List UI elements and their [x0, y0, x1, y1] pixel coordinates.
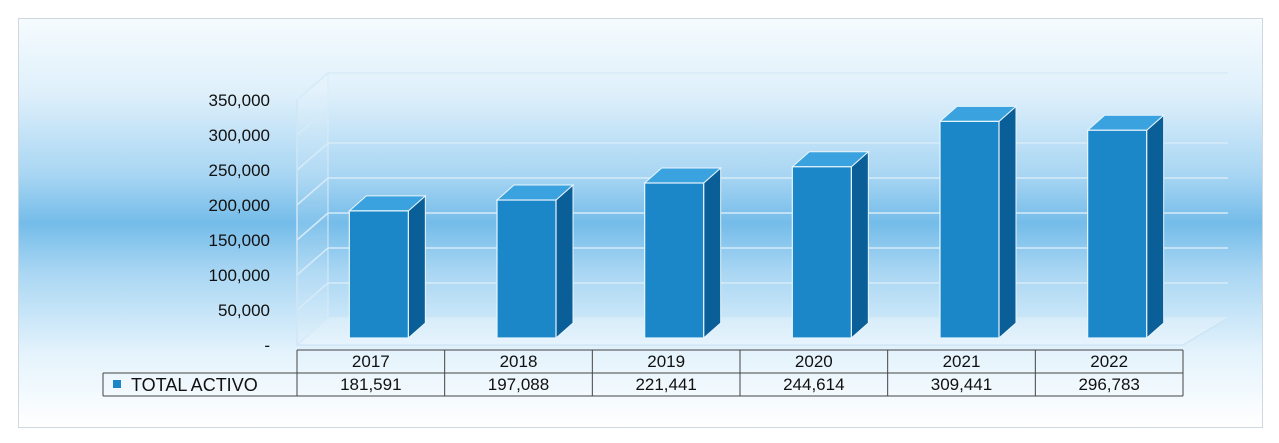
bar-side — [1146, 114, 1165, 340]
gridline-side — [296, 317, 329, 346]
bars — [348, 105, 1165, 340]
y-tick-label: - — [264, 336, 270, 355]
data-label: 221,441 — [635, 375, 696, 394]
gridline-side — [296, 72, 329, 101]
y-tick-label: 250,000 — [209, 161, 270, 180]
bar-front — [496, 199, 557, 339]
bar-2019 — [643, 166, 722, 340]
bar-side — [998, 105, 1017, 340]
category-label: 2021 — [943, 352, 981, 371]
y-axis-ticks: - 50,000 100,000 150,000 200,000 250,000 300,0… — [209, 91, 270, 355]
y-tick-label: 300,000 — [209, 126, 270, 145]
bar-front — [939, 120, 1000, 339]
gridline-side — [296, 142, 329, 171]
bar-front — [1087, 129, 1148, 339]
data-label: 309,441 — [931, 375, 992, 394]
bar-2017 — [348, 194, 427, 340]
y-tick-label: 100,000 — [209, 266, 270, 285]
data-table: 2017 181,591 2018 197,088 2019 221,441 2020 244… — [102, 349, 1184, 397]
chart-frame — [18, 18, 1263, 428]
bar-side — [407, 194, 426, 340]
bar-side — [850, 150, 869, 340]
data-label: 296,783 — [1078, 375, 1139, 394]
bar-2022 — [1086, 114, 1165, 340]
bar-2020 — [791, 150, 870, 340]
legend-label: TOTAL ACTIVO — [131, 375, 258, 395]
y-tick-label: 200,000 — [209, 196, 270, 215]
category-label: 2017 — [352, 352, 390, 371]
bar-2018 — [495, 183, 575, 340]
legend-marker — [113, 380, 121, 388]
y-tick-label: 150,000 — [209, 231, 270, 250]
y-tick-label: 350,000 — [209, 91, 270, 110]
data-label: 181,591 — [340, 375, 401, 394]
data-label: 244,614 — [783, 375, 844, 394]
gridline-side — [296, 247, 329, 276]
side-wall — [296, 71, 329, 347]
bar-front — [644, 182, 705, 339]
category-label: 2019 — [647, 352, 685, 371]
bar-side — [703, 166, 722, 340]
category-label: 2022 — [1090, 352, 1128, 371]
gridline-side — [296, 282, 329, 311]
category-label: 2020 — [795, 352, 833, 371]
bar-side — [555, 183, 574, 340]
gridline-side — [296, 212, 329, 241]
gridlines — [296, 72, 1228, 346]
gridline-side — [296, 107, 329, 136]
bar-2021 — [938, 105, 1018, 340]
y-tick-label: 50,000 — [218, 301, 270, 320]
bar-front — [791, 166, 852, 339]
data-label: 197,088 — [488, 375, 549, 394]
category-label: 2018 — [500, 352, 538, 371]
gridline-side — [296, 177, 329, 206]
bar-front — [348, 210, 409, 339]
